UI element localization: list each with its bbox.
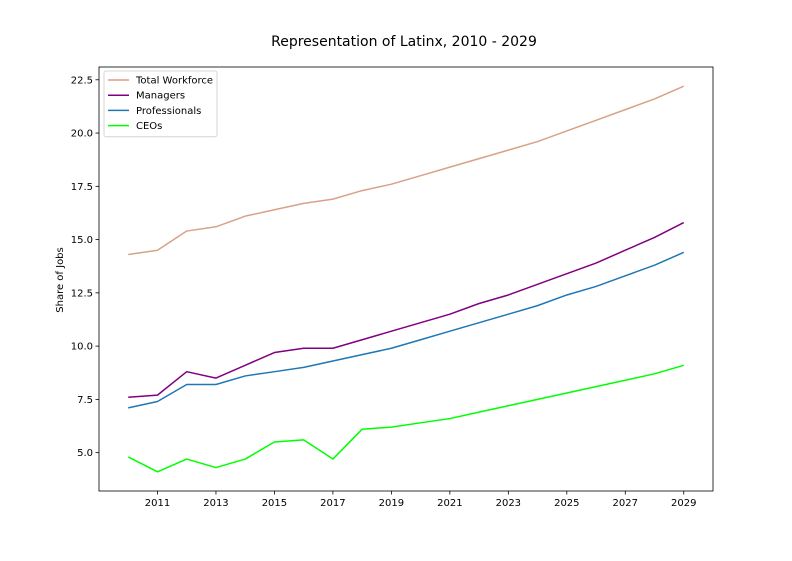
x-tick-label: 2011 [145,498,170,509]
series-line-professionals [128,251,685,409]
x-tick-label: 2015 [262,498,287,509]
plot-area [127,85,685,473]
legend-label: CEOs [136,121,162,132]
y-tick-label: 15.0 [71,235,93,246]
y-tick-label: 12.5 [71,288,93,299]
x-tick-label: 2021 [437,498,462,509]
y-tick-label: 7.5 [77,395,93,406]
x-tick-label: 2027 [613,498,638,509]
x-tick-label: 2019 [379,498,404,509]
y-tick-label: 17.5 [71,182,93,193]
legend-box [103,70,218,138]
plot-frame [98,66,714,492]
y-tick-label: 20.0 [71,129,93,140]
x-tick-label: 2013 [203,498,228,509]
legend-label: Managers [136,91,185,102]
x-axis: 2011 2013 2015 2017 2019 2021 2023 2025 2027 2029 [145,491,696,509]
legend-label: Professionals [136,106,201,117]
legend: Total Workforce Managers Professionals CEOs [103,70,218,138]
y-axis-label: Share of Jobs [55,247,66,312]
series-line-managers [128,221,685,398]
series-line-total-workforce [128,85,685,256]
y-tick-label: 5.0 [77,448,93,459]
chart-title: Representation of Latinx, 2010 - 2029 [271,34,537,50]
x-tick-label: 2029 [671,498,696,509]
legend-label: Total Workforce [135,76,213,87]
y-tick-label: 10.0 [71,342,93,353]
series-line-ceos [127,364,684,473]
x-tick-label: 2017 [320,498,345,509]
x-tick-label: 2025 [554,498,579,509]
y-axis: 5.0 7.5 10.0 12.5 15.0 17.5 20.0 22.5 [71,75,99,459]
x-tick-label: 2023 [496,498,521,509]
y-tick-label: 22.5 [71,75,93,86]
